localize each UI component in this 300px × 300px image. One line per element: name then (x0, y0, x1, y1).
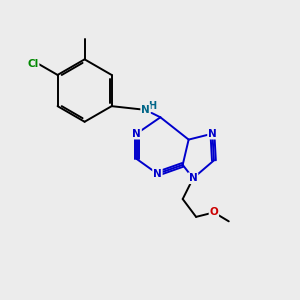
Text: N: N (189, 173, 197, 183)
Text: Cl: Cl (27, 59, 39, 69)
Text: N: N (153, 169, 162, 179)
Text: O: O (209, 207, 218, 218)
Text: H: H (148, 101, 156, 111)
Text: N: N (132, 129, 141, 139)
Text: N: N (208, 129, 217, 139)
Text: N: N (141, 105, 150, 115)
